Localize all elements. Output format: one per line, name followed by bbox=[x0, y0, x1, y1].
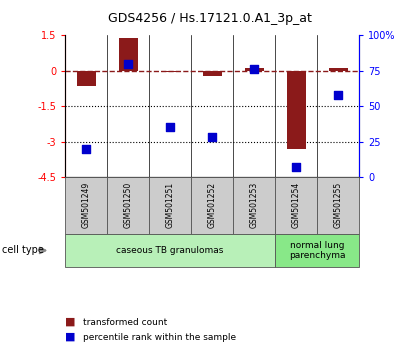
Text: GDS4256 / Hs.17121.0.A1_3p_at: GDS4256 / Hs.17121.0.A1_3p_at bbox=[108, 12, 312, 25]
Bar bbox=[119, 38, 138, 71]
Bar bbox=[160, 71, 180, 72]
Bar bbox=[76, 71, 96, 86]
Point bbox=[83, 146, 89, 152]
Text: caseous TB granulomas: caseous TB granulomas bbox=[116, 246, 224, 255]
Point bbox=[167, 125, 173, 130]
Text: transformed count: transformed count bbox=[83, 318, 167, 327]
Text: ■: ■ bbox=[65, 317, 76, 327]
Text: GSM501251: GSM501251 bbox=[165, 182, 175, 228]
Text: cell type: cell type bbox=[2, 245, 44, 256]
Bar bbox=[244, 68, 264, 71]
Bar bbox=[286, 71, 305, 149]
Bar bbox=[202, 71, 222, 75]
Point bbox=[251, 67, 257, 72]
Text: GSM501253: GSM501253 bbox=[249, 182, 259, 228]
Text: GSM501249: GSM501249 bbox=[81, 182, 91, 228]
Bar bbox=[328, 68, 348, 71]
Point bbox=[125, 61, 131, 67]
Text: ■: ■ bbox=[65, 332, 76, 342]
Point bbox=[209, 135, 215, 140]
Text: percentile rank within the sample: percentile rank within the sample bbox=[83, 332, 236, 342]
Text: GSM501252: GSM501252 bbox=[207, 182, 217, 228]
Point bbox=[335, 92, 341, 98]
Text: GSM501254: GSM501254 bbox=[291, 182, 301, 228]
Text: GSM501255: GSM501255 bbox=[333, 182, 343, 228]
Text: normal lung
parenchyma: normal lung parenchyma bbox=[289, 241, 345, 260]
Point bbox=[293, 164, 299, 170]
Text: GSM501250: GSM501250 bbox=[123, 182, 133, 228]
